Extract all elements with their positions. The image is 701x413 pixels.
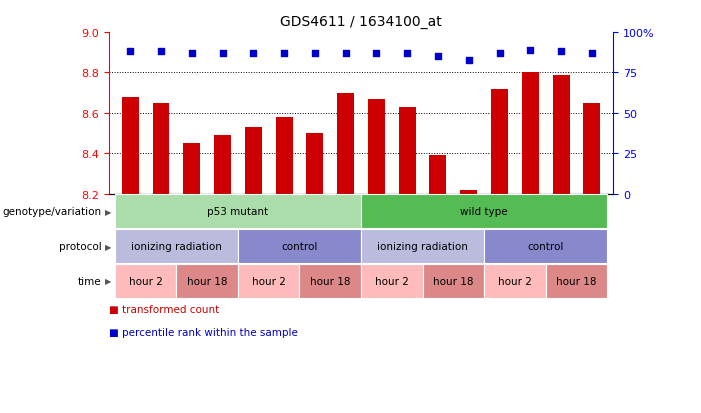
Point — [156, 49, 167, 56]
Bar — [183, 144, 200, 194]
Point — [402, 51, 413, 57]
Point — [278, 51, 290, 57]
Bar — [491, 89, 508, 194]
Text: hour 2: hour 2 — [498, 276, 532, 286]
Bar — [583, 104, 600, 194]
Text: hour 2: hour 2 — [375, 276, 409, 286]
Bar — [306, 134, 323, 194]
Text: time: time — [78, 276, 102, 286]
Bar — [153, 104, 170, 194]
Point — [586, 51, 597, 57]
Text: ■ percentile rank within the sample: ■ percentile rank within the sample — [109, 327, 297, 337]
Bar — [122, 97, 139, 194]
Bar — [368, 100, 385, 194]
Text: ionizing radiation: ionizing radiation — [131, 242, 222, 252]
Bar — [337, 93, 354, 194]
Bar — [461, 190, 477, 194]
Bar — [245, 128, 261, 194]
Text: control: control — [281, 242, 318, 252]
Text: p53 mutant: p53 mutant — [207, 207, 268, 217]
Point — [555, 49, 566, 56]
Bar — [522, 73, 539, 194]
Bar — [399, 107, 416, 194]
Text: wild type: wild type — [461, 207, 508, 217]
Text: protocol: protocol — [59, 242, 102, 252]
Text: hour 18: hour 18 — [187, 276, 227, 286]
Bar — [552, 75, 569, 194]
Text: control: control — [527, 242, 564, 252]
Point — [524, 47, 536, 54]
Text: hour 2: hour 2 — [252, 276, 285, 286]
Point — [247, 51, 259, 57]
Point — [309, 51, 320, 57]
Point — [371, 51, 382, 57]
Text: genotype/variation: genotype/variation — [3, 207, 102, 217]
Point — [494, 51, 505, 57]
Text: ▶: ▶ — [105, 277, 111, 286]
Bar — [275, 118, 292, 194]
Title: GDS4611 / 1634100_at: GDS4611 / 1634100_at — [280, 15, 442, 29]
Point — [186, 51, 198, 57]
Text: ■ transformed count: ■ transformed count — [109, 304, 219, 314]
Text: ▶: ▶ — [105, 242, 111, 251]
Bar — [214, 136, 231, 194]
Bar — [430, 156, 447, 194]
Point — [217, 51, 228, 57]
Point — [340, 51, 351, 57]
Text: ionizing radiation: ionizing radiation — [377, 242, 468, 252]
Text: hour 2: hour 2 — [129, 276, 163, 286]
Text: hour 18: hour 18 — [310, 276, 350, 286]
Point — [433, 54, 444, 61]
Text: ▶: ▶ — [105, 207, 111, 216]
Point — [125, 49, 136, 56]
Text: hour 18: hour 18 — [556, 276, 597, 286]
Point — [463, 57, 475, 64]
Text: hour 18: hour 18 — [433, 276, 474, 286]
